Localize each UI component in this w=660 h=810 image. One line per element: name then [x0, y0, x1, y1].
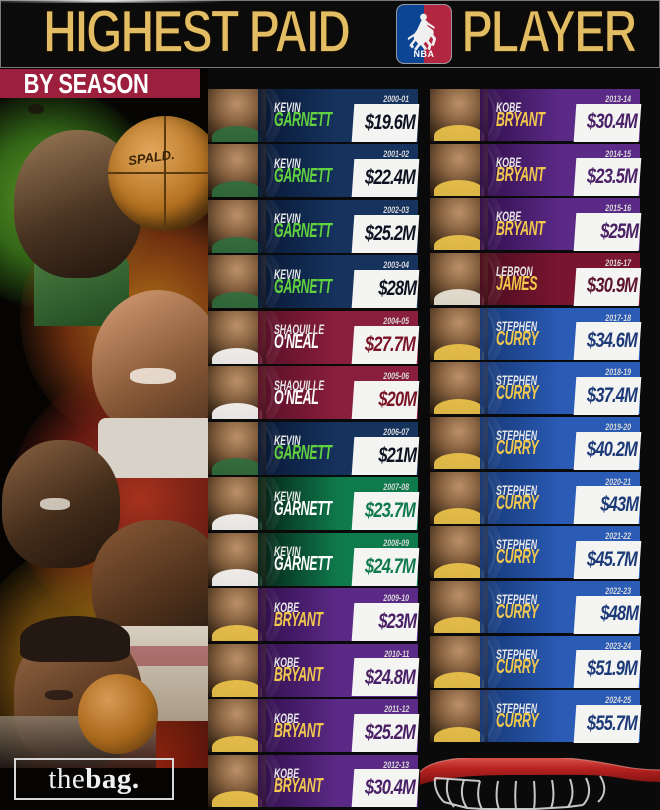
- svg-text:NBA: NBA: [414, 49, 435, 59]
